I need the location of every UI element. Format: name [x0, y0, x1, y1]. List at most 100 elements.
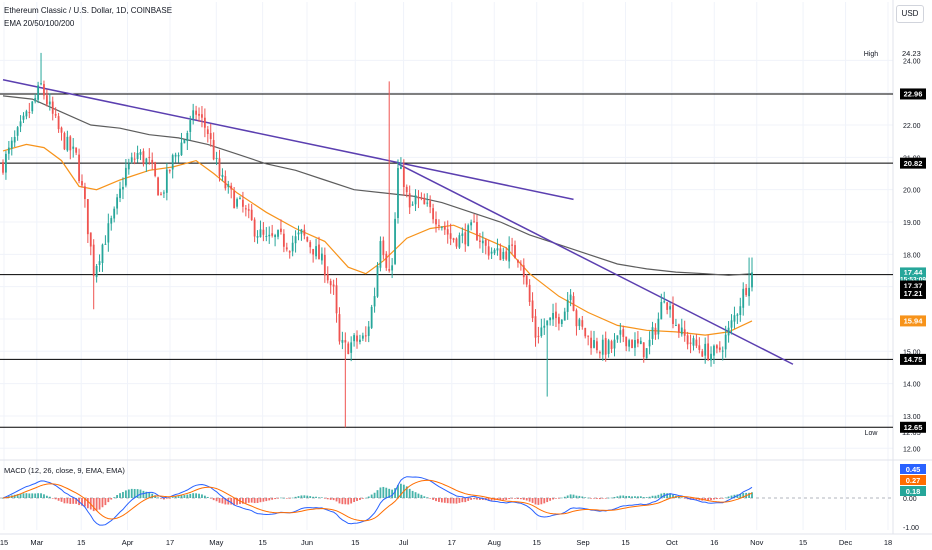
macd-histogram-bar	[84, 498, 86, 507]
macd-histogram-bar	[268, 498, 271, 501]
candle-body	[385, 253, 388, 268]
macd-histogram-bar	[411, 490, 414, 498]
chart-title: Ethereum Classic / U.S. Dollar, 1D, COIN…	[4, 6, 173, 15]
currency-button[interactable]: USD	[896, 5, 924, 23]
candle-body	[739, 306, 742, 316]
x-tick-label: 15	[258, 538, 266, 547]
macd-histogram-bar	[672, 494, 674, 498]
macd-tick-label: 0.00	[903, 496, 917, 503]
candle-body	[584, 327, 587, 337]
macd-histogram-bar	[122, 491, 124, 498]
price-label: 22.96	[904, 90, 923, 99]
candle-body	[736, 314, 739, 316]
macd-histogram-bar	[660, 493, 663, 498]
macd-histogram-bar	[598, 498, 601, 500]
ema-indicator-label[interactable]: EMA 20/50/100/200	[4, 19, 75, 28]
macd-histogram-bar	[710, 498, 712, 501]
ema-200-line	[2, 95, 753, 276]
candle-body	[122, 186, 124, 190]
macd-histogram-bar	[385, 487, 388, 498]
candle-body	[546, 320, 549, 326]
candle-body	[139, 152, 142, 155]
macd-line	[2, 476, 753, 526]
macd-histogram-bar	[593, 498, 595, 499]
macd-histogram-bar	[572, 494, 575, 498]
candle-body	[751, 272, 753, 288]
candle-body	[31, 101, 34, 112]
macd-histogram-bar	[376, 490, 379, 498]
candle-body	[43, 84, 45, 96]
ema-50-line	[2, 143, 753, 336]
candle-body	[127, 163, 130, 170]
candle-body	[177, 155, 180, 157]
candle-body	[244, 208, 247, 210]
y-tick-label: 18.00	[903, 252, 921, 259]
macd-histogram-bar	[312, 496, 315, 498]
macd-histogram-bar	[625, 495, 628, 498]
candle-body	[397, 168, 399, 218]
candle-body	[236, 199, 238, 207]
macd-histogram-bar	[587, 497, 590, 499]
candle-body	[499, 248, 502, 261]
candle-body	[563, 311, 566, 321]
candle-body	[294, 236, 297, 244]
candle-body	[230, 185, 233, 190]
macd-histogram-bar	[420, 494, 423, 498]
horizontal-levels	[0, 93, 893, 428]
macd-histogram-bar	[262, 498, 265, 502]
macd-histogram-bar	[209, 498, 212, 499]
candle-body	[636, 339, 639, 344]
macd-histogram-bar	[531, 498, 534, 503]
macd-histogram-bar	[718, 498, 721, 499]
x-tick-label: Jul	[399, 538, 409, 547]
x-tick-label: 15	[77, 538, 85, 547]
macd-tick-label: -1.00	[903, 525, 919, 532]
candle-body	[89, 232, 92, 247]
macd-histogram-bar	[142, 490, 145, 498]
macd-histogram-bar	[715, 498, 718, 500]
candle-body	[291, 242, 294, 252]
macd-histogram-bar	[370, 494, 373, 498]
candle-body	[414, 195, 417, 205]
macd-histogram-bar	[288, 498, 291, 499]
candle-body	[634, 340, 636, 348]
candle-body	[309, 242, 312, 248]
candle-body	[461, 233, 464, 236]
macd-histogram-bar	[721, 498, 724, 499]
candle-body	[124, 167, 127, 186]
price-label: 14.75	[904, 355, 923, 364]
macd-histogram-bar	[438, 498, 440, 502]
candle-body	[713, 345, 715, 356]
candle-body	[534, 316, 537, 338]
macd-histogram-bar	[230, 498, 233, 505]
candle-body	[326, 274, 329, 281]
macd-histogram-bar	[338, 498, 341, 504]
candle-body	[233, 190, 236, 209]
macd-histogram-bar	[25, 493, 28, 498]
macd-indicator-label[interactable]: MACD (12, 26, close, 9, EMA, EMA)	[4, 466, 125, 475]
macd-histogram-bar	[344, 498, 347, 505]
candle-body	[7, 147, 10, 154]
candle-body	[481, 240, 484, 244]
macd-histogram-bar	[212, 498, 215, 501]
macd-histogram-bar	[549, 498, 552, 501]
macd-histogram-bar	[692, 498, 695, 500]
macd-histogram-bar	[201, 494, 203, 498]
macd-histogram-bar	[666, 493, 669, 498]
candle-body	[160, 193, 162, 195]
candle-body	[426, 202, 429, 204]
macd-histogram-bar	[48, 496, 51, 498]
macd-histogram-bar	[300, 495, 303, 498]
macd-histogram-bar	[37, 493, 40, 498]
candle-body	[63, 133, 66, 150]
candle-body	[300, 229, 303, 234]
price-label: 15.94	[904, 317, 924, 326]
macd-histogram-bar	[86, 498, 89, 509]
macd-histogram-bar	[332, 498, 335, 501]
macd-histogram-bar	[253, 498, 256, 504]
macd-histogram-bar	[478, 498, 481, 500]
candle-body	[446, 229, 449, 235]
candle-body	[361, 335, 364, 339]
macd-histogram-bar	[101, 498, 104, 508]
